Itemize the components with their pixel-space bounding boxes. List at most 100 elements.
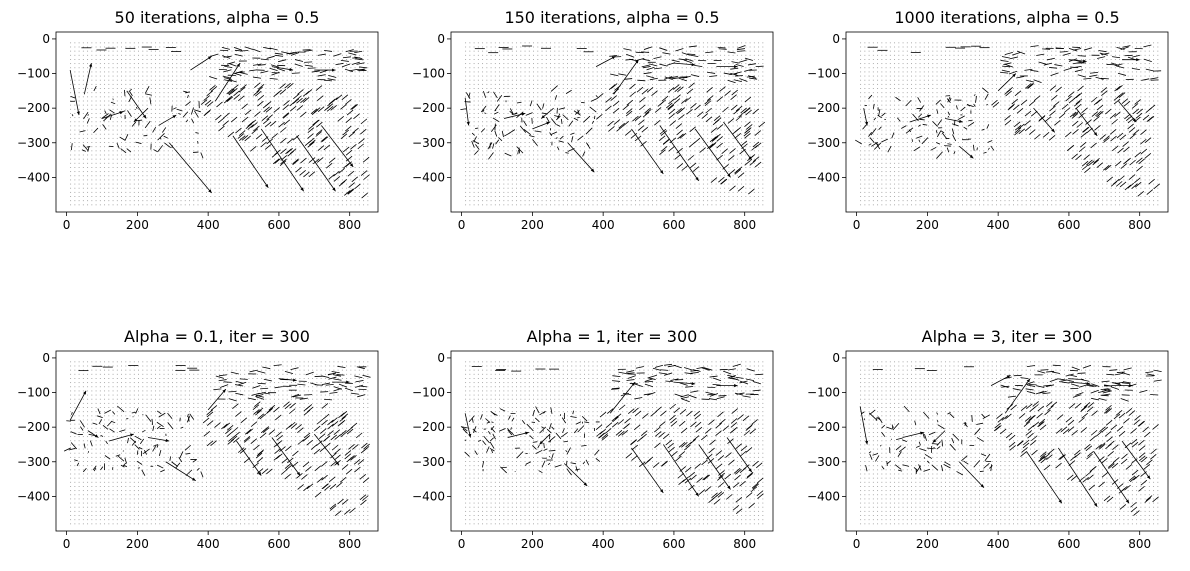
field-dot [614, 67, 615, 68]
field-dot [584, 142, 585, 143]
field-dot [605, 171, 606, 172]
field-dot [576, 42, 577, 43]
field-dot [299, 109, 300, 110]
field-dot [147, 146, 148, 147]
vector-arrowhead [289, 68, 293, 71]
field-dot [244, 188, 245, 189]
field-dot [147, 184, 148, 185]
field-dot [537, 159, 538, 160]
field-dot [512, 92, 513, 93]
field-dot [176, 76, 177, 77]
field-dot [304, 188, 305, 189]
field-dot [529, 188, 530, 189]
field-dot [338, 130, 339, 131]
texture-arrow [103, 124, 107, 129]
field-dot [639, 146, 640, 147]
field-dot [108, 192, 109, 193]
field-dot [130, 179, 131, 180]
field-dot [287, 67, 288, 68]
field-dot [559, 200, 560, 201]
field-dot [639, 175, 640, 176]
field-dot [206, 51, 207, 52]
field-dot [512, 101, 513, 102]
field-dot [134, 167, 135, 168]
field-dot [605, 76, 606, 77]
field-dot [333, 155, 334, 156]
field-dot [482, 59, 483, 60]
field-dot [257, 159, 258, 160]
field-dot [223, 171, 224, 172]
field-dot [155, 125, 156, 126]
field-dot [113, 163, 114, 164]
field-dot [219, 92, 220, 93]
field-dot [83, 134, 84, 135]
field-dot [83, 51, 84, 52]
field-dot [232, 51, 233, 52]
field-dot [155, 113, 156, 114]
field-dot [70, 125, 71, 126]
texture-arrow [145, 86, 149, 93]
field-dot [274, 76, 275, 77]
field-dot [282, 105, 283, 106]
vector-arrow [233, 136, 268, 188]
field-dot [168, 138, 169, 139]
field-dot [206, 171, 207, 172]
field-dot [605, 117, 606, 118]
field-dot [100, 92, 101, 93]
field-dot [465, 42, 466, 43]
field-dot [125, 200, 126, 201]
field-dot [312, 59, 313, 60]
field-dot [499, 184, 500, 185]
field-dot [478, 163, 479, 164]
field-dot [299, 200, 300, 201]
field-dot [151, 175, 152, 176]
field-dot [287, 55, 288, 56]
field-dot [215, 47, 216, 48]
field-dot [542, 159, 543, 160]
field-dot [198, 167, 199, 168]
field-dot [503, 55, 504, 56]
field-dot [138, 71, 139, 72]
field-dot [588, 184, 589, 185]
field-dot [83, 80, 84, 81]
field-dot [478, 55, 479, 56]
field-dot [639, 63, 640, 64]
field-dot [312, 92, 313, 93]
field-dot [164, 80, 165, 81]
field-dot [597, 196, 598, 197]
field-dot [563, 200, 564, 201]
texture-arrow [309, 172, 315, 177]
field-dot [236, 155, 237, 156]
field-dot [274, 134, 275, 135]
field-dot [554, 63, 555, 64]
field-dot [508, 159, 509, 160]
field-dot [567, 196, 568, 197]
field-dot [580, 92, 581, 93]
texture-arrow [266, 107, 272, 112]
field-dot [261, 92, 262, 93]
field-dot [491, 117, 492, 118]
field-dot [113, 184, 114, 185]
field-dot [79, 76, 80, 77]
field-dot [299, 171, 300, 172]
field-dot [134, 130, 135, 131]
field-dot [130, 134, 131, 135]
texture-arrow [111, 102, 115, 104]
field-dot [168, 184, 169, 185]
field-dot [597, 80, 598, 81]
field-dot [172, 184, 173, 185]
field-dot [597, 130, 598, 131]
field-dot [563, 76, 564, 77]
field-dot [639, 200, 640, 201]
field-dot [130, 125, 131, 126]
field-dot [491, 125, 492, 126]
field-dot [525, 155, 526, 156]
field-dot [631, 167, 632, 168]
field-dot [223, 51, 224, 52]
texture-arrow [87, 147, 91, 148]
field-dot [147, 101, 148, 102]
field-dot [125, 76, 126, 77]
field-dot [248, 179, 249, 180]
field-dot [108, 188, 109, 189]
field-dot [240, 42, 241, 43]
